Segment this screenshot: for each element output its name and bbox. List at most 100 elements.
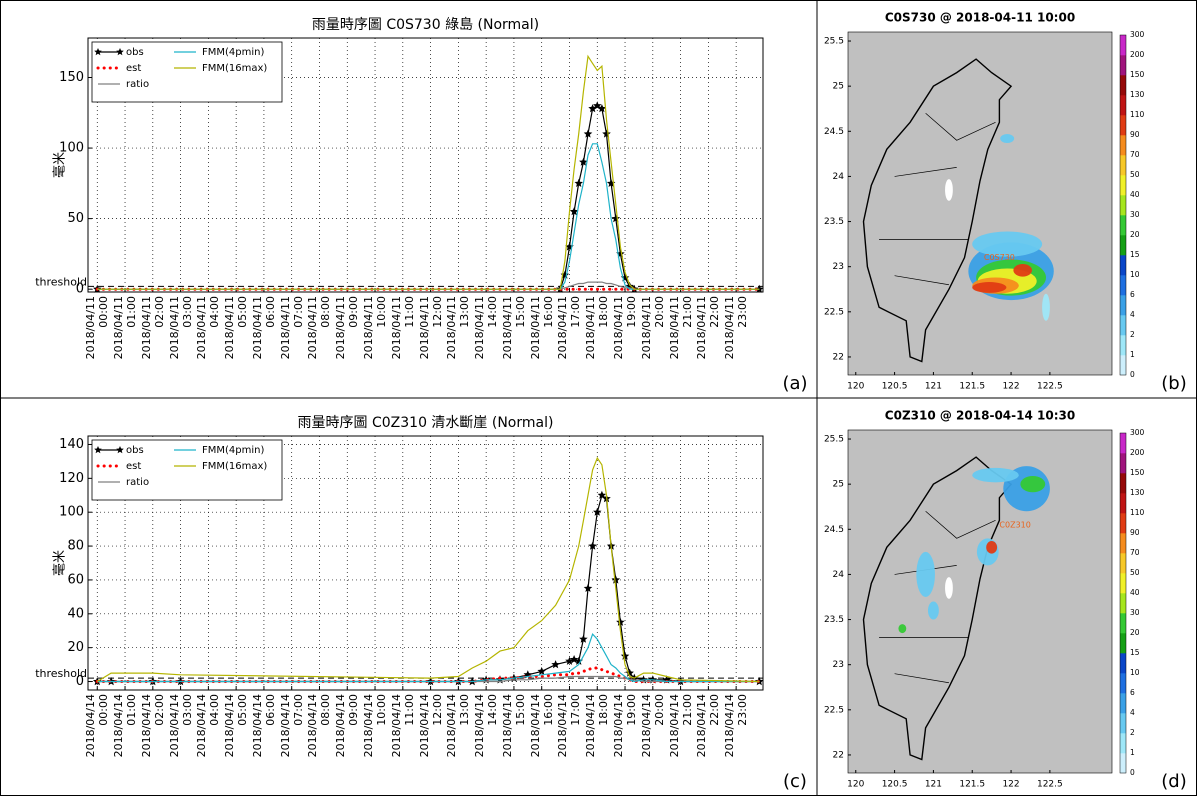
lake (945, 179, 953, 201)
y-tick-label: 24 (833, 570, 845, 580)
rain-echo (916, 552, 935, 597)
colorbar-segment (1120, 335, 1126, 355)
y-tick-label: 22 (833, 750, 844, 760)
x-tick-label: 2018/04/14 16:00 (529, 694, 555, 764)
colorbar-segment (1120, 275, 1126, 295)
y-tick-label: 50 (67, 211, 84, 226)
y-tick-label: 24.5 (824, 525, 844, 535)
rain-echo (972, 468, 1019, 482)
colorbar-label: 30 (1130, 608, 1140, 617)
station-label: C0S730 (984, 253, 1015, 262)
rain-echo (1000, 134, 1014, 143)
rain-echo (1020, 476, 1045, 492)
colorbar-segment (1120, 295, 1126, 315)
x-tick-label: 2018/04/14 15:00 (501, 694, 527, 764)
x-tick-label: 2018/04/11 15:00 (501, 296, 527, 366)
colorbar-label: 300 (1130, 30, 1145, 39)
y-tick-label: 120 (59, 471, 84, 486)
colorbar-label: 15 (1130, 250, 1140, 259)
y-tick-label: 25 (833, 480, 844, 490)
y-tick-label: 150 (59, 70, 84, 85)
colorbar-label: 300 (1130, 428, 1145, 437)
x-tick-label: 2018/04/11 06:00 (251, 296, 277, 366)
colorbar-segment (1120, 453, 1126, 473)
x-tick-label: 2018/04/11 07:00 (279, 296, 305, 366)
colorbar-label: 2 (1130, 728, 1135, 737)
x-tick-label: 121.5 (959, 382, 985, 392)
x-tick-label: 2018/04/14 00:00 (84, 694, 110, 764)
x-tick-label: 2018/04/14 20:00 (640, 694, 666, 764)
legend-label: FMM(4pmin) (202, 47, 264, 58)
threshold-label: threshold (35, 275, 87, 288)
x-tick-label: 2018/04/14 08:00 (306, 694, 332, 764)
colorbar-segment (1120, 713, 1126, 733)
x-tick-label: 2018/04/14 06:00 (251, 694, 277, 764)
colorbar-segment (1120, 473, 1126, 493)
x-tick-label: 2018/04/11 02:00 (140, 296, 166, 366)
colorbar-segment (1120, 493, 1126, 513)
rain-echo (972, 282, 1006, 293)
x-tick-label: 2018/04/11 09:00 (334, 296, 360, 366)
x-tick-label: 2018/04/14 12:00 (418, 694, 444, 764)
legend-label: FMM(4pmin) (202, 445, 264, 456)
x-tick-label: 120 (847, 780, 864, 790)
legend-label: FMM(16max) (202, 461, 267, 472)
x-tick-label: 2018/04/11 13:00 (445, 296, 471, 366)
x-tick-label: 2018/04/14 22:00 (695, 694, 721, 764)
x-tick-label: 2018/04/14 18:00 (584, 694, 610, 764)
x-tick-label: 2018/04/11 05:00 (223, 296, 249, 366)
colorbar-segment (1120, 753, 1126, 773)
colorbar-label: 10 (1130, 668, 1140, 677)
colorbar-label: 110 (1130, 110, 1145, 119)
x-tick-label: 2018/04/11 21:00 (668, 296, 694, 366)
y-tick-label: 22.5 (824, 705, 844, 715)
colorbar-label: 10 (1130, 270, 1140, 279)
colorbar-segment (1120, 155, 1126, 175)
colorbar-label: 2 (1130, 330, 1135, 339)
colorbar-segment (1120, 553, 1126, 573)
x-tick-label: 2018/04/11 19:00 (612, 296, 638, 366)
colorbar-label: 30 (1130, 210, 1140, 219)
x-tick-label: 2018/04/14 05:00 (223, 694, 249, 764)
chart-title: 雨量時序圖 C0Z310 清水斷崖 (Normal) (298, 415, 554, 431)
colorbar-label: 20 (1130, 230, 1140, 239)
y-tick-label: 140 (59, 437, 84, 452)
colorbar-segment (1120, 235, 1126, 255)
y-axis-label: 毫米 (52, 152, 68, 178)
y-tick-label: 22.5 (824, 307, 844, 317)
colorbar-label: 20 (1130, 628, 1140, 637)
colorbar-label: 150 (1130, 70, 1145, 79)
y-tick-label: 20 (67, 640, 84, 655)
x-tick-label: 2018/04/14 04:00 (195, 694, 221, 764)
colorbar-segment (1120, 115, 1126, 135)
colorbar-label: 150 (1130, 468, 1145, 477)
colorbar-label: 70 (1130, 548, 1140, 557)
y-axis-label: 毫米 (52, 550, 68, 576)
legend-label: est (126, 63, 141, 74)
colorbar-segment (1120, 733, 1126, 753)
x-tick-label: 2018/04/11 00:00 (84, 296, 110, 366)
colorbar-segment (1120, 95, 1126, 115)
colorbar-label: 50 (1130, 170, 1140, 179)
x-tick-label: 2018/04/11 01:00 (112, 296, 138, 366)
colorbar-label: 1 (1130, 748, 1135, 757)
colorbar-segment (1120, 653, 1126, 673)
x-tick-label: 122 (1002, 780, 1019, 790)
x-tick-label: 2018/04/11 17:00 (556, 296, 582, 366)
x-tick-label: 2018/04/14 17:00 (556, 694, 582, 764)
x-tick-label: 120.5 (882, 780, 908, 790)
x-tick-label: 2018/04/11 11:00 (390, 296, 416, 366)
x-tick-label: 122 (1002, 382, 1019, 392)
legend-label: FMM(16max) (202, 63, 267, 74)
y-tick-label: 23.5 (824, 217, 844, 227)
x-tick-label: 2018/04/11 10:00 (362, 296, 388, 366)
map-title: C0Z310 @ 2018-04-14 10:30 (885, 409, 1075, 423)
chart-title: 雨量時序圖 C0S730 綠島 (Normal) (312, 17, 539, 33)
colorbar-label: 90 (1130, 130, 1140, 139)
colorbar-label: 4 (1130, 708, 1135, 717)
x-tick-label: 2018/04/14 02:00 (140, 694, 166, 764)
colorbar-segment (1120, 55, 1126, 75)
colorbar-segment (1120, 175, 1126, 195)
rain-echo (1042, 294, 1050, 321)
map-area (848, 32, 1112, 375)
